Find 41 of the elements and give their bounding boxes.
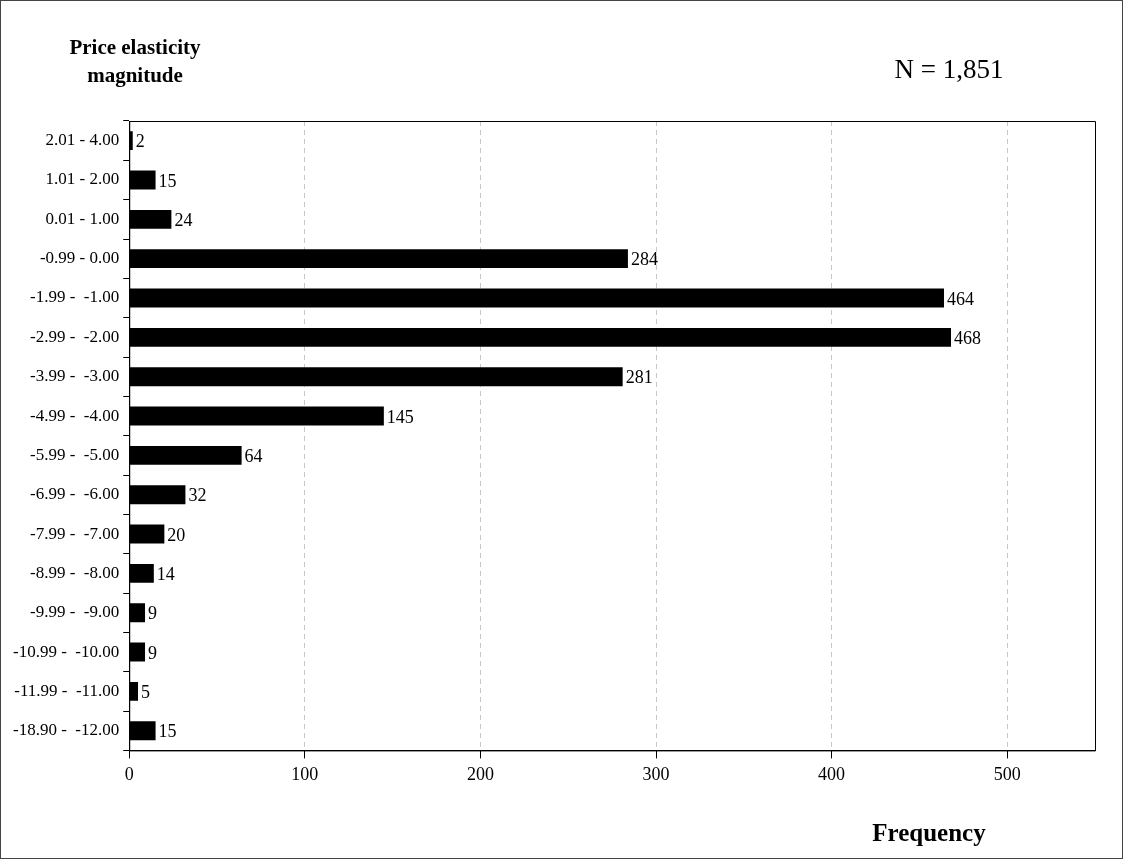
data-label: 2 xyxy=(135,131,145,152)
y-tick-label: 1.01 - 2.00 xyxy=(45,169,120,189)
y-tick-label: 2.01 - 4.00 xyxy=(45,130,120,150)
data-label: 32 xyxy=(188,485,207,506)
y-tick-label: -3.99 - -3.00 xyxy=(30,366,120,386)
y-tick-label: -7.99 - -7.00 xyxy=(30,523,120,543)
x-tick-label: 100 xyxy=(291,763,319,784)
y-tick-label: -2.99 - -2.00 xyxy=(30,326,120,346)
data-label: 468 xyxy=(954,328,982,349)
data-label: 64 xyxy=(244,446,263,467)
data-label: 15 xyxy=(158,170,177,191)
x-axis-title: Frequency xyxy=(872,819,987,847)
y-tick-label: -18.90 - -12.00 xyxy=(13,720,120,740)
data-label: 464 xyxy=(946,288,974,309)
y-tick-label: -9.99 - -9.00 xyxy=(30,602,120,622)
y-tick-label: -0.99 - 0.00 xyxy=(39,248,120,268)
x-tick-label: 400 xyxy=(818,763,846,784)
y-tick-label: 0.01 - 1.00 xyxy=(45,208,120,228)
text: N = 1,851 xyxy=(894,54,1004,85)
data-label: 145 xyxy=(386,406,414,427)
y-tick-label: -8.99 - -8.00 xyxy=(30,562,120,582)
y-tick-label: -10.99 - -10.00 xyxy=(13,641,120,661)
x-tick-label: 500 xyxy=(993,763,1021,784)
x-tick-label: 300 xyxy=(642,763,670,784)
data-label: 5 xyxy=(141,682,151,703)
y-axis-title: Price elasticity magnitude xyxy=(69,35,202,88)
data-label: 15 xyxy=(158,721,177,742)
x-tick-label: 0 xyxy=(124,763,134,784)
y-tick-label: -6.99 - -6.00 xyxy=(30,484,120,504)
data-label: 14 xyxy=(156,564,175,585)
data-label: 9 xyxy=(148,642,158,663)
data-label: 284 xyxy=(630,249,658,270)
data-label: 20 xyxy=(167,524,186,545)
data-label: 281 xyxy=(625,367,653,388)
data-label: 9 xyxy=(148,603,158,624)
y-tick-label: -5.99 - -5.00 xyxy=(30,444,120,464)
data-label: 24 xyxy=(174,210,193,231)
x-tick-label: 200 xyxy=(466,763,494,784)
y-tick-label: -4.99 - -4.00 xyxy=(30,405,120,425)
y-tick-label: -1.99 - -1.00 xyxy=(30,287,120,307)
y-tick-label: -11.99 - -11.00 xyxy=(14,680,120,700)
